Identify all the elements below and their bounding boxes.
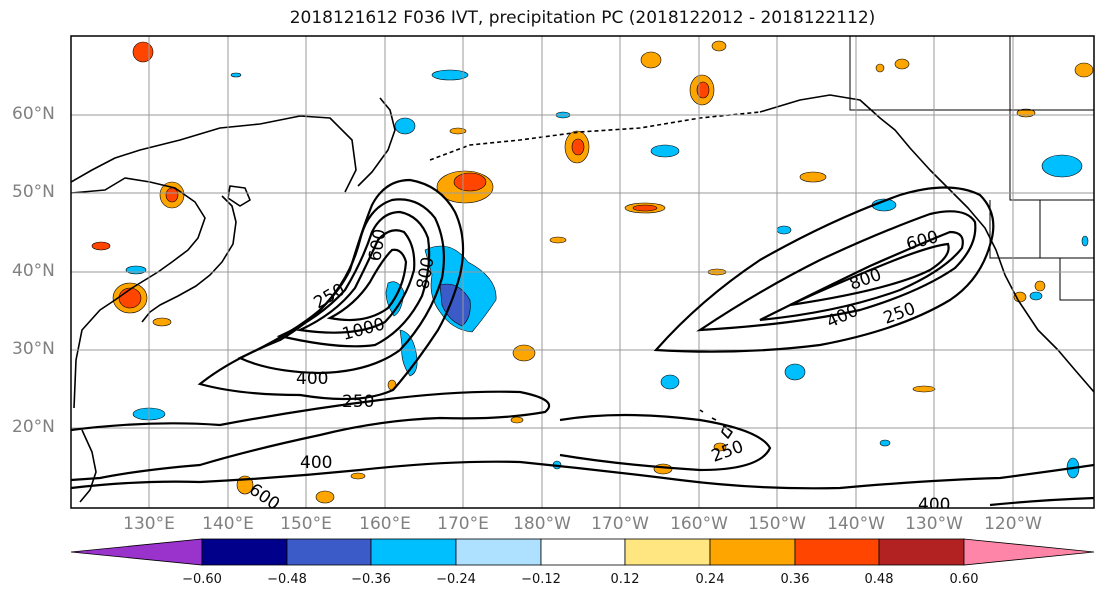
lon-label-130e: 130°E bbox=[123, 514, 175, 534]
contour-label-400: 400 bbox=[296, 369, 328, 389]
lon-label-120w: 120°W bbox=[984, 514, 1042, 534]
lon-label-140e: 140°E bbox=[202, 514, 254, 534]
colorbar-tick: −0.24 bbox=[436, 572, 476, 587]
lon-label-130w: 130°W bbox=[905, 514, 963, 534]
lat-label-30n: 30°N bbox=[12, 339, 55, 359]
contour-label-250: 250 bbox=[342, 392, 374, 412]
coastlines bbox=[71, 94, 1094, 503]
lon-label-160e: 160°E bbox=[359, 514, 411, 534]
ivt-contours-west bbox=[71, 178, 1094, 490]
lon-label-180w: 180°W bbox=[513, 514, 571, 534]
contour-label-400: 400 bbox=[300, 453, 332, 473]
lat-label-20n: 20°N bbox=[12, 417, 55, 437]
precip-positive-shading bbox=[91, 40, 1094, 504]
colorbar-tick: −0.60 bbox=[182, 572, 222, 587]
colorbar-tick: 0.60 bbox=[949, 572, 979, 587]
lat-label-40n: 40°N bbox=[12, 261, 55, 281]
lon-label-170w: 170°W bbox=[591, 514, 649, 534]
lon-label-150w: 150°W bbox=[748, 514, 806, 534]
colorbar-tick: −0.36 bbox=[351, 572, 391, 587]
colorbar-tick: 0.12 bbox=[610, 572, 640, 587]
lat-label-50n: 50°N bbox=[12, 182, 55, 202]
ivt-contours-east bbox=[653, 186, 1094, 507]
map-title: 2018121612 F036 IVT, precipitation PC (2… bbox=[289, 8, 876, 28]
graticule bbox=[71, 36, 1094, 508]
colorbar-tick: 0.36 bbox=[780, 572, 810, 587]
colorbar-tick: −0.12 bbox=[521, 572, 561, 587]
precip-negative-shading bbox=[125, 69, 1089, 479]
colorbar bbox=[70, 538, 1095, 566]
colorbar-extend-low bbox=[70, 538, 203, 566]
colorbar-tick: −0.48 bbox=[267, 572, 307, 587]
contour-label-400: 400 bbox=[918, 495, 950, 515]
lat-label-60n: 60°N bbox=[12, 104, 55, 124]
colorbar-tick: 0.24 bbox=[695, 572, 725, 587]
lon-label-160w: 160°W bbox=[670, 514, 728, 534]
colorbar-tick: 0.48 bbox=[864, 572, 894, 587]
lon-label-140w: 140°W bbox=[827, 514, 885, 534]
lon-label-170e: 170°E bbox=[437, 514, 489, 534]
lon-label-150e: 150°E bbox=[280, 514, 332, 534]
colorbar-extend-high bbox=[963, 538, 1095, 566]
map-frame bbox=[70, 35, 1095, 509]
